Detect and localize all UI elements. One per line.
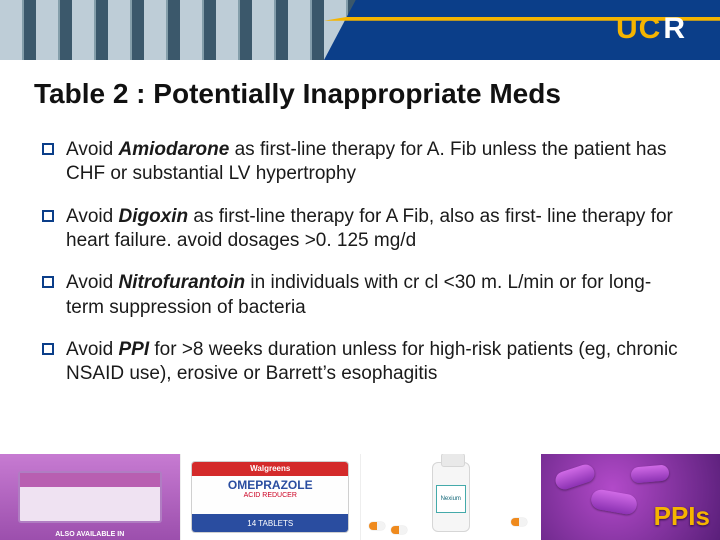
- bullet-drug: Digoxin: [118, 206, 188, 227]
- header-band: UC R: [0, 0, 720, 60]
- ucr-logo-r: R: [663, 12, 686, 46]
- bullet-square-icon: [42, 143, 54, 155]
- ucr-logo-burst-icon: [686, 13, 702, 45]
- bullet-text: Avoid Amiodarone as first-line therapy f…: [66, 138, 678, 187]
- bullet-lead: Avoid: [66, 339, 118, 360]
- bullet-text: Avoid PPI for >8 weeks duration unless f…: [66, 338, 678, 387]
- ucr-logo: UC R: [616, 10, 702, 48]
- product-tile-ppis: PPIs: [541, 454, 720, 540]
- pack-topbar: Walgreens: [192, 462, 348, 476]
- capsule-icon: [630, 464, 669, 483]
- bullet-drug: Nitrofurantoin: [118, 272, 245, 293]
- bullet-text: Avoid Nitrofurantoin in individuals with…: [66, 271, 678, 320]
- slide-title: Table 2 : Potentially Inappropriate Meds: [34, 78, 686, 110]
- bullet-square-icon: [42, 210, 54, 222]
- bullet-text: Avoid Digoxin as first-line therapy for …: [66, 205, 678, 254]
- slide-body: Avoid Amiodarone as first-line therapy f…: [0, 118, 720, 387]
- bullet-lead: Avoid: [66, 272, 118, 293]
- product-tile-nexium: Nexium: [361, 454, 541, 540]
- bullet-lead: Avoid: [66, 139, 118, 160]
- bullet-rest: for >8 weeks duration unless for high‐ri…: [66, 339, 678, 384]
- capsule-icon: [553, 462, 597, 491]
- ucr-logo-uc: UC: [616, 12, 661, 46]
- product-tile-prilosec: ALSO AVAILABLE IN: [0, 454, 180, 540]
- bullet-lead: Avoid: [66, 206, 118, 227]
- pack-brand: OMEPRAZOLE: [192, 478, 348, 492]
- bottle-icon: Nexium: [432, 462, 470, 532]
- pill-icon: [511, 518, 527, 526]
- bullet-item: Avoid Digoxin as first-line therapy for …: [42, 205, 678, 254]
- bullet-square-icon: [42, 343, 54, 355]
- product-tile-omeprazole: Walgreens OMEPRAZOLE ACID REDUCER 14 TAB…: [180, 454, 362, 540]
- product-box-icon: [18, 471, 162, 523]
- bullet-item: Avoid Amiodarone as first-line therapy f…: [42, 138, 678, 187]
- bullet-item: Avoid Nitrofurantoin in individuals with…: [42, 271, 678, 320]
- bottle-label: Nexium: [436, 485, 466, 513]
- pack-foot: 14 TABLETS: [192, 514, 348, 532]
- capsule-icon: [589, 488, 638, 516]
- bullet-square-icon: [42, 276, 54, 288]
- product-pack-icon: Walgreens OMEPRAZOLE ACID REDUCER 14 TAB…: [191, 461, 349, 533]
- bullet-item: Avoid PPI for >8 weeks duration unless f…: [42, 338, 678, 387]
- pill-icon: [369, 522, 385, 530]
- bottom-image-row: ALSO AVAILABLE IN Walgreens OMEPRAZOLE A…: [0, 454, 720, 540]
- pack-sub: ACID REDUCER: [192, 492, 348, 499]
- product-caption: ALSO AVAILABLE IN: [4, 531, 176, 538]
- slide-title-region: Table 2 : Potentially Inappropriate Meds: [0, 60, 720, 118]
- bullet-drug: PPI: [118, 339, 149, 360]
- pill-icon: [391, 526, 407, 534]
- bullet-drug: Amiodarone: [118, 139, 229, 160]
- ppis-label: PPIs: [654, 501, 710, 532]
